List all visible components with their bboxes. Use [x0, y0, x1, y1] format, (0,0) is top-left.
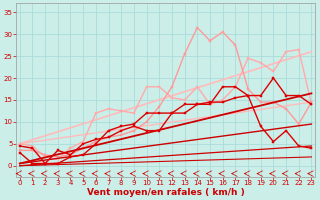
X-axis label: Vent moyen/en rafales ( km/h ): Vent moyen/en rafales ( km/h ) [87, 188, 244, 197]
